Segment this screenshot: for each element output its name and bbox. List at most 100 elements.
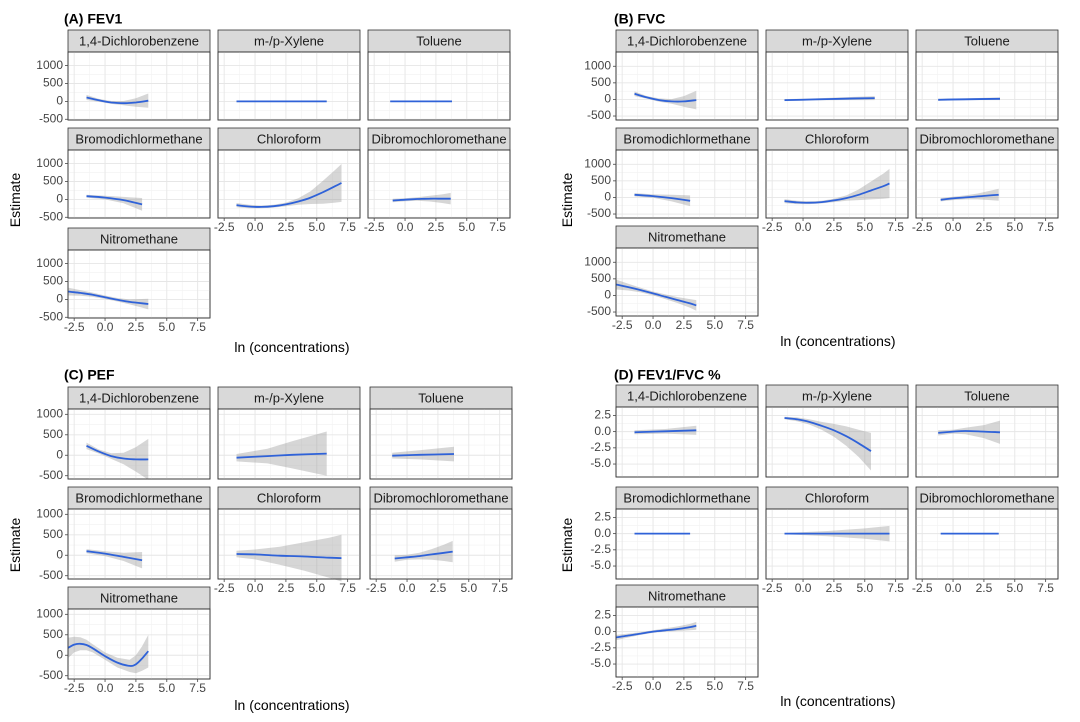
facet-label: Nitromethane xyxy=(648,588,726,603)
plot-area xyxy=(915,508,1059,580)
panel-border xyxy=(915,508,1059,580)
y-tick-label: 0 xyxy=(56,647,63,661)
facet-label: Nitromethane xyxy=(100,231,178,246)
confidence-band xyxy=(86,93,149,108)
x-tick-label: 0.0 xyxy=(399,581,416,595)
x-tick-label: 5.0 xyxy=(458,220,475,234)
panel-border xyxy=(615,508,759,580)
series-line xyxy=(634,193,691,202)
y-tick-label: 0.0 xyxy=(594,624,611,638)
panel-border xyxy=(67,508,211,580)
x-tick-label: 0.0 xyxy=(795,581,812,595)
panel-border xyxy=(765,508,909,580)
panel-border xyxy=(67,608,211,680)
x-tick-label: -2.5 xyxy=(214,220,235,234)
facet-panel: Chloroform -2.5 0.0 2.5 5.0 7.5 xyxy=(762,127,909,234)
y-tick-label: 1000 xyxy=(36,506,63,520)
plot-area xyxy=(615,606,759,678)
panel-border xyxy=(217,508,361,580)
y-tick-label: -500 xyxy=(587,304,611,318)
y-tick-label: -500 xyxy=(39,209,63,223)
y-tick-label: -500 xyxy=(39,568,63,582)
y-tick-label: 0 xyxy=(56,192,63,206)
facet-label: Toluene xyxy=(964,33,1010,48)
y-tick-label: 2.5 xyxy=(594,608,611,622)
plot-area xyxy=(217,408,361,480)
x-tick-label: 7.5 xyxy=(189,320,206,334)
x-tick-label: 7.5 xyxy=(887,220,904,234)
facet-panel: Bromodichlormethane -500 0 500 1000 xyxy=(36,127,211,223)
y-tick-label: 0 xyxy=(56,447,63,461)
facet-panel: Toluene xyxy=(915,384,1059,478)
x-tick-label: 7.5 xyxy=(189,681,206,695)
plot-area xyxy=(67,608,211,680)
x-tick-label: 5.0 xyxy=(158,320,175,334)
x-tick-label: -2.5 xyxy=(912,581,933,595)
plot-area xyxy=(67,408,211,480)
facet-label: Bromodichlormethane xyxy=(623,490,750,505)
y-tick-label: 0.0 xyxy=(594,424,611,438)
x-tick-label: 0.0 xyxy=(645,318,662,332)
x-tick-label: 2.5 xyxy=(676,679,693,693)
plot-area xyxy=(765,508,909,580)
facet-panel: 1,4-Dichlorobenzene -5.0 -2.5 0.0 2.5 xyxy=(590,384,759,478)
series-line xyxy=(67,642,149,667)
x-tick-label: 0.0 xyxy=(397,220,414,234)
facet-label: Chloroform xyxy=(257,490,321,505)
x-tick-label: 2.5 xyxy=(976,581,993,595)
plot-area xyxy=(369,508,513,580)
x-tick-label: 5.0 xyxy=(706,318,723,332)
panel-border xyxy=(915,149,1059,219)
y-tick-label: -5.0 xyxy=(590,456,611,470)
x-axis-label: ln (concentrations) xyxy=(780,333,895,349)
y-tick-label: 500 xyxy=(43,527,63,541)
confidence-band xyxy=(938,420,1000,444)
plot-area xyxy=(217,51,361,121)
x-tick-label: 0.0 xyxy=(97,681,114,695)
panel-border xyxy=(367,149,511,219)
facet-panel: Toluene xyxy=(367,29,511,121)
chart-title: (A) FEV1 xyxy=(64,11,123,27)
facet-label: Chloroform xyxy=(805,131,869,146)
series-line xyxy=(615,283,697,307)
facet-label: 1,4-Dichlorobenzene xyxy=(79,390,199,405)
panel-border xyxy=(615,51,759,121)
facet-panel: Nitromethane -500 0 500 1000 -2.5 0.0 2.5 5.0 7.5 xyxy=(36,586,211,695)
series-line xyxy=(392,453,455,457)
x-tick-label: 7.5 xyxy=(737,679,754,693)
series-line xyxy=(784,97,875,101)
chart-group-1: (B) FVC Estimate ln (concentrations) 1,4-Di… xyxy=(559,11,1059,349)
x-tick-label: -2.5 xyxy=(366,581,387,595)
chart-group-0: (A) FEV1 Estimate ln (concentrations) 1,4-D… xyxy=(7,11,511,355)
chart-group-2: (C) PEF Estimate ln (concentrations) 1,4-Di… xyxy=(7,367,513,713)
series-line xyxy=(784,182,890,204)
y-axis-label: Estimate xyxy=(559,173,575,228)
plot-area xyxy=(369,408,513,480)
plot-area xyxy=(615,406,759,478)
facet-panel: Dibromochloromethane -2.5 0.0 2.5 5.0 7.5 xyxy=(364,127,511,234)
series-line xyxy=(392,197,451,202)
panel-border xyxy=(217,149,361,219)
y-tick-label: 500 xyxy=(43,174,63,188)
y-tick-label: -500 xyxy=(39,309,63,323)
y-tick-label: -5.0 xyxy=(590,656,611,670)
x-axis-label: ln (concentrations) xyxy=(234,339,349,355)
x-tick-label: 2.5 xyxy=(278,220,295,234)
confidence-band xyxy=(784,416,871,471)
plot-area xyxy=(765,51,909,121)
x-tick-label: -2.5 xyxy=(64,320,85,334)
series-line xyxy=(67,290,149,305)
confidence-band xyxy=(68,634,149,674)
x-tick-label: 0.0 xyxy=(97,320,114,334)
y-tick-label: 0 xyxy=(604,288,611,302)
y-tick-label: 0.0 xyxy=(594,526,611,540)
facet-panel: Dibromochloromethane -2.5 0.0 2.5 5.0 7.5 xyxy=(366,486,513,595)
y-tick-label: -2.5 xyxy=(590,542,611,556)
x-tick-label: 0.0 xyxy=(945,220,962,234)
x-tick-label: 7.5 xyxy=(887,581,904,595)
plot-area xyxy=(67,508,211,580)
x-tick-label: -2.5 xyxy=(912,220,933,234)
facet-panel: Chloroform -2.5 0.0 2.5 5.0 7.5 xyxy=(214,486,361,595)
chart-title: (B) FVC xyxy=(614,11,665,27)
